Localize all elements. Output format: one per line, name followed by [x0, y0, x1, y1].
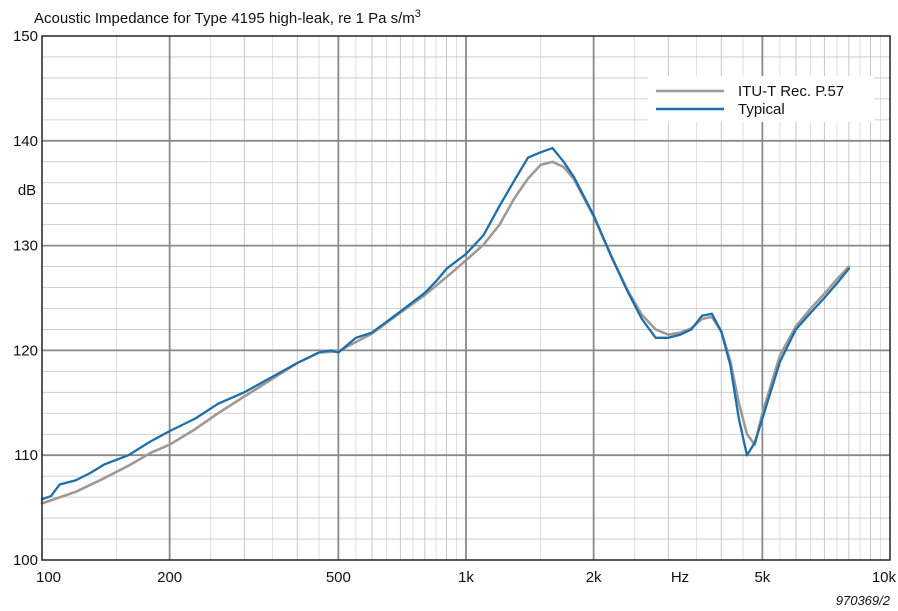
y-tick-label: 110: [14, 447, 38, 464]
chart-title: Acoustic Impedance for Type 4195 high-le…: [34, 8, 421, 27]
legend-label-typical: Typical: [738, 101, 785, 118]
series-line-typical: [40, 146, 851, 501]
series-layer: [40, 146, 851, 505]
x-tick-labels: 100 200 500 1k 2k 5k 10k: [36, 569, 896, 586]
y-tick-label: 100: [13, 552, 38, 569]
legend-box: [648, 76, 874, 122]
y-axis-label: dB: [18, 182, 36, 199]
chart-title-superscript: 3: [415, 8, 421, 20]
legend: ITU-T Rec. P.57 Typical: [648, 76, 874, 122]
x-tick-label: 1k: [458, 569, 474, 586]
x-tick-label: 10k: [872, 569, 897, 586]
x-tick-label: 5k: [754, 569, 770, 586]
series-line-itu: [40, 160, 851, 505]
major-gridlines: [42, 36, 890, 560]
y-tick-label: 140: [13, 133, 38, 150]
y-tick-label: 130: [13, 238, 38, 255]
x-tick-label: 100: [36, 569, 61, 586]
figure-code: 970369/2: [836, 593, 891, 608]
x-tick-label: 500: [326, 569, 351, 586]
y-tick-label: 120: [13, 342, 38, 359]
x-axis-label: Hz: [671, 569, 689, 586]
x-tick-label: 2k: [586, 569, 602, 586]
chart-title-text: Acoustic Impedance for Type 4195 high-le…: [34, 10, 415, 27]
plot-frame: [41, 35, 891, 561]
y-tick-labels: 100 110 120 130 140 150: [13, 28, 38, 569]
legend-label-itu: ITU-T Rec. P.57: [738, 83, 844, 100]
x-tick-label: 200: [157, 569, 182, 586]
y-tick-label: 150: [13, 28, 38, 45]
